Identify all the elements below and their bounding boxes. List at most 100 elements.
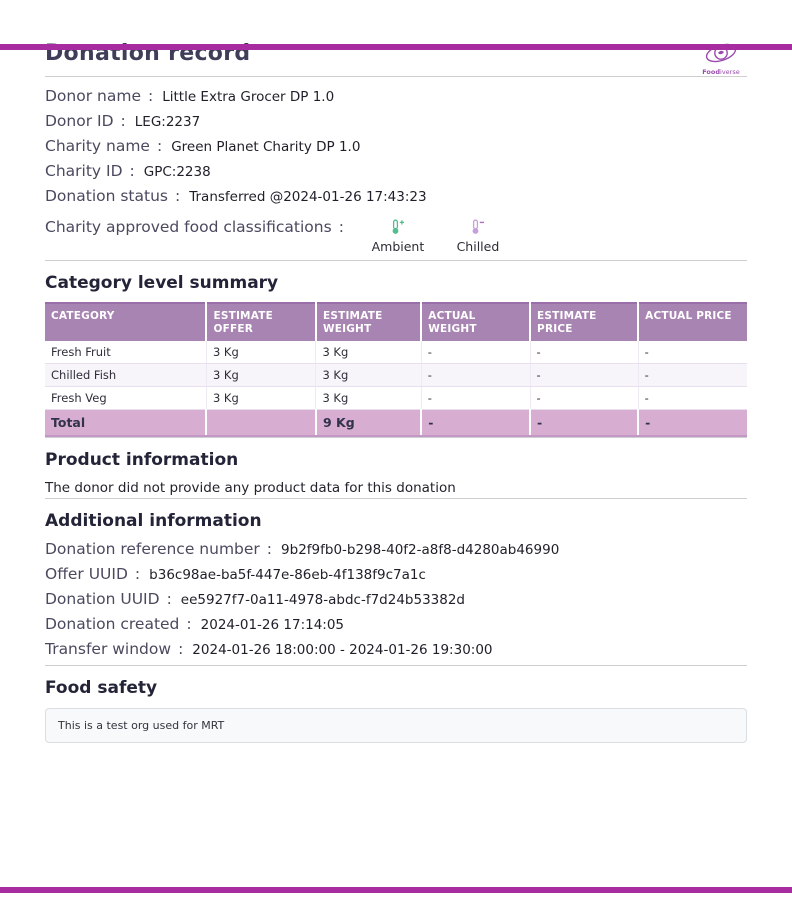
cell: Fresh Fruit — [45, 341, 207, 364]
cell: - — [530, 341, 639, 364]
colon: : — [134, 565, 141, 583]
transfer-window-value: 2024-01-26 18:00:00 - 2024-01-26 19:30:0… — [192, 642, 493, 658]
food-classifications-row: Charity approved food classifications : … — [45, 218, 747, 260]
colon: : — [186, 615, 192, 633]
food-safety-note-box: This is a test org used for MRT — [45, 708, 747, 743]
colon: : — [129, 162, 135, 180]
classifications-label: Charity approved food classifications — [45, 218, 332, 236]
cell: - — [421, 409, 532, 437]
brand-text-bold: Food — [702, 68, 721, 76]
table-total-row: Total 9 Kg - - - — [45, 409, 747, 437]
classification-chilled: Chilled — [447, 218, 509, 254]
thermometer-minus-icon — [470, 218, 485, 236]
charity-id-value: GPC:2238 — [143, 164, 211, 180]
table-row: Fresh Veg 3 Kg 3 Kg - - - — [45, 386, 747, 410]
colon: : — [266, 540, 273, 558]
cell — [206, 409, 317, 437]
product-info-heading: Product information — [45, 450, 239, 470]
col-actual-weight: ACTUAL WEIGHT — [421, 302, 532, 341]
donation-uuid-value: ee5927f7-0a11-4978-abdc-f7d24b53382d — [180, 592, 465, 608]
charity-name-row: Charity name : Green Planet Charity DP 1… — [45, 137, 747, 162]
colon: : — [120, 112, 126, 130]
cell: - — [638, 363, 747, 387]
cell: - — [530, 386, 639, 410]
additional-info-block: Donation reference number : 9b2f9fb0-b29… — [45, 540, 747, 665]
top-accent-bar — [0, 44, 792, 50]
classification-label: Ambient — [371, 239, 425, 254]
page-content: Donation record Foodiverse Donor name : … — [0, 40, 792, 743]
cell: - — [638, 341, 747, 364]
additional-info-heading: Additional information — [45, 511, 262, 531]
cell: 3 Kg — [206, 341, 317, 364]
divider — [45, 437, 747, 438]
divider — [45, 665, 747, 666]
food-safety-note: This is a test org used for MRT — [58, 719, 225, 732]
colon: : — [178, 640, 184, 658]
offer-uuid-label: Offer UUID — [45, 565, 128, 583]
donation-reference-label: Donation reference number — [45, 540, 260, 558]
col-category: CATEGORY — [45, 302, 208, 341]
cell: - — [421, 363, 531, 387]
divider — [45, 498, 747, 499]
cell: Fresh Veg — [45, 386, 207, 410]
colon: : — [338, 218, 344, 236]
divider — [45, 76, 747, 77]
offer-uuid-value: b36c98ae-ba5f-447e-86eb-4f138f9c7a1c — [149, 567, 426, 583]
charity-id-row: Charity ID : GPC:2238 — [45, 162, 747, 187]
colon: : — [175, 187, 181, 205]
category-summary-heading: Category level summary — [45, 273, 279, 293]
col-estimate-weight: ESTIMATE WEIGHT — [315, 302, 423, 341]
product-info-message: The donor did not provide any product da… — [45, 480, 456, 496]
donation-created-row: Donation created : 2024-01-26 17:14:05 — [45, 615, 747, 640]
classification-label: Chilled — [456, 239, 500, 254]
donation-created-label: Donation created — [45, 615, 180, 633]
cell: 3 Kg — [315, 363, 422, 387]
cell-total-label: Total — [45, 409, 208, 437]
donor-id-row: Donor ID : LEG:2237 — [45, 112, 747, 137]
cell: Chilled Fish — [45, 363, 207, 387]
donation-status-label: Donation status — [45, 187, 168, 205]
divider — [45, 260, 747, 261]
food-safety-heading: Food safety — [45, 678, 158, 698]
thermometer-plus-icon — [390, 218, 405, 236]
bottom-accent-bar — [0, 887, 792, 893]
charity-name-label: Charity name — [45, 137, 150, 155]
cell: - — [638, 386, 747, 410]
donor-name-value: Little Extra Grocer DP 1.0 — [162, 89, 335, 105]
donation-created-value: 2024-01-26 17:14:05 — [200, 617, 345, 633]
colon: : — [147, 87, 154, 105]
donation-uuid-label: Donation UUID — [45, 590, 160, 608]
col-actual-price: ACTUAL PRICE — [638, 302, 747, 341]
donor-name-label: Donor name — [45, 87, 141, 105]
col-estimate-price: ESTIMATE PRICE — [530, 302, 640, 341]
category-summary-table: CATEGORY ESTIMATE OFFER ESTIMATE WEIGHT … — [45, 302, 747, 437]
offer-uuid-row: Offer UUID : b36c98ae-ba5f-447e-86eb-4f1… — [45, 565, 747, 590]
cell-total-weight: 9 Kg — [315, 409, 423, 437]
donor-name-row: Donor name : Little Extra Grocer DP 1.0 — [45, 87, 747, 112]
donation-uuid-row: Donation UUID : ee5927f7-0a11-4978-abdc-… — [45, 590, 747, 615]
cell: - — [530, 363, 639, 387]
donation-status-value: Transferred @2024-01-26 17:43:23 — [189, 189, 427, 205]
colon: : — [166, 590, 172, 608]
transfer-window-label: Transfer window — [45, 640, 172, 658]
donor-id-value: LEG:2237 — [134, 114, 201, 130]
cell: - — [530, 409, 640, 437]
classification-list: Ambient Chilled — [367, 218, 509, 254]
brand-logo-text: Foodiverse — [702, 68, 739, 76]
charity-name-value: Green Planet Charity DP 1.0 — [171, 139, 361, 155]
brand-text-rest: iverse — [720, 68, 740, 76]
cell: 3 Kg — [206, 386, 317, 410]
cell: 3 Kg — [315, 341, 422, 364]
col-estimate-offer: ESTIMATE OFFER — [206, 302, 317, 341]
table-header-row: CATEGORY ESTIMATE OFFER ESTIMATE WEIGHT … — [45, 302, 747, 341]
donation-status-row: Donation status : Transferred @2024-01-2… — [45, 187, 747, 212]
donation-info-block: Donor name : Little Extra Grocer DP 1.0 … — [45, 87, 747, 260]
colon: : — [156, 137, 163, 155]
donation-reference-value: 9b2f9fb0-b298-40f2-a8f8-d4280ab46990 — [281, 542, 560, 558]
table-row: Fresh Fruit 3 Kg 3 Kg - - - — [45, 341, 747, 364]
charity-id-label: Charity ID — [45, 162, 123, 180]
classification-ambient: Ambient — [367, 218, 429, 254]
transfer-window-row: Transfer window : 2024-01-26 18:00:00 - … — [45, 640, 747, 665]
donation-reference-row: Donation reference number : 9b2f9fb0-b29… — [45, 540, 747, 565]
cell: 3 Kg — [315, 386, 422, 410]
